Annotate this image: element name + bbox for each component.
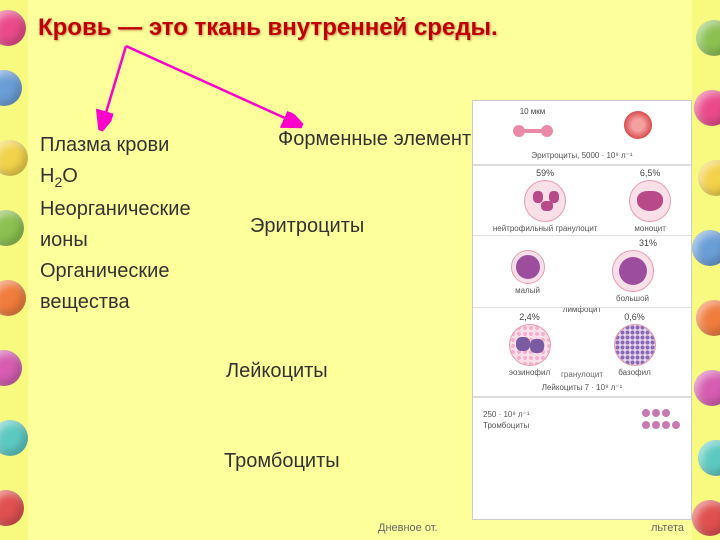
decorative-left-strip bbox=[0, 0, 28, 540]
basophil-icon bbox=[614, 324, 656, 366]
monocyte-label: моноцит bbox=[634, 224, 666, 233]
label-thrombocytes: Тромбоциты bbox=[224, 450, 340, 473]
label-leukocytes: Лейкоциты bbox=[226, 360, 328, 383]
plasma-line-organic: Органические bbox=[40, 256, 191, 287]
small-lymphocyte-icon bbox=[511, 250, 545, 284]
lymphocyte-pct: 31% bbox=[639, 238, 657, 248]
row-eosinophil-basophil: 2,4% эозинофил 0,6% базофил гранулоцит bbox=[473, 307, 691, 381]
small-lymphocyte-label: малый bbox=[515, 286, 540, 295]
row-platelets: 250 · 10⁹ л⁻¹ Тромбоциты bbox=[473, 397, 691, 441]
slide-area: Кровь — это ткань внутренней среды. Плаз… bbox=[28, 0, 692, 540]
eosinophil-label: эозинофил bbox=[509, 368, 550, 377]
leukocyte-count-caption: Лейкоциты 7 · 10⁹ л⁻¹ bbox=[473, 381, 691, 397]
plasma-line-ions: ионы bbox=[40, 225, 191, 256]
platelet-count: 250 · 10⁹ л⁻¹ bbox=[483, 410, 530, 419]
eosinophil-pct: 2,4% bbox=[519, 312, 540, 322]
eosinophil-icon bbox=[509, 324, 551, 366]
basophil-pct: 0,6% bbox=[624, 312, 645, 322]
plasma-line-substances: вещества bbox=[40, 287, 191, 318]
platelet-caption: Тромбоциты bbox=[483, 421, 529, 430]
platelet-cluster-icon bbox=[641, 408, 681, 432]
footer-text-left: Дневное от. bbox=[378, 522, 438, 534]
arrow-to-plasma bbox=[28, 0, 692, 200]
large-lymphocyte-icon bbox=[612, 250, 654, 292]
footer-text-right: льтета bbox=[651, 522, 684, 534]
basophil-label: базофил bbox=[618, 368, 651, 377]
granulocyte-caption: гранулоцит bbox=[561, 370, 603, 379]
decorative-right-strip bbox=[692, 0, 720, 540]
neutrophil-label: нейтрофильный гранулоцит bbox=[493, 224, 598, 233]
label-erythrocytes: Эритроциты bbox=[250, 215, 364, 238]
row-lymphocytes: 31% малый большой лимфоцит bbox=[473, 235, 691, 307]
large-lymphocyte-label: большой bbox=[616, 294, 649, 303]
